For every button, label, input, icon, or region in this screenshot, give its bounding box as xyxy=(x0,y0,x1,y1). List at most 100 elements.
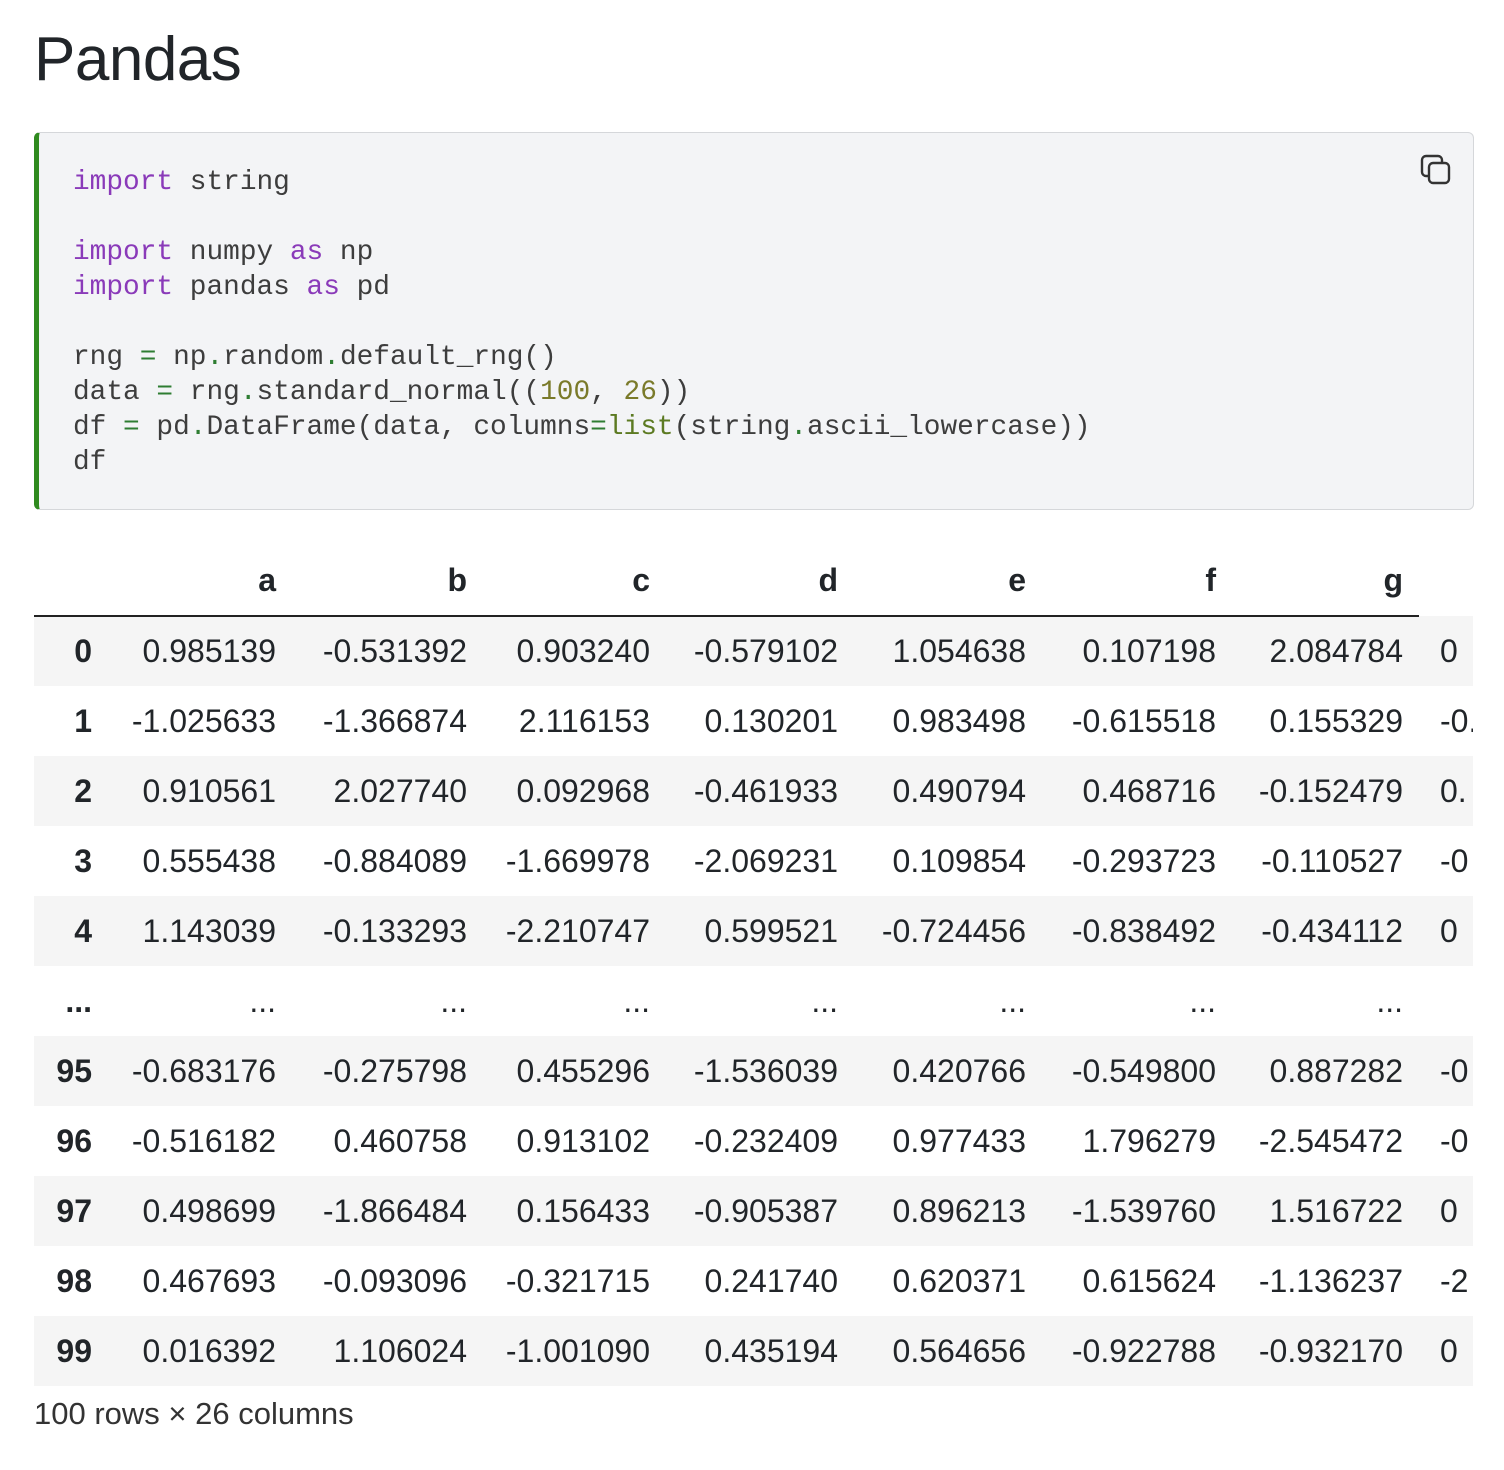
code: import string import numpy as np import pa… xyxy=(39,133,1473,480)
table-cell: 1.106024 xyxy=(333,1332,467,1369)
table-cell: ... xyxy=(999,982,1026,1019)
table-cell: 0.468716 xyxy=(1082,772,1216,809)
table-cell: -0.152479 xyxy=(1258,772,1403,809)
code-line xyxy=(73,305,1473,340)
code-line: data = rng.standard_normal((100, 26)) xyxy=(73,375,1473,410)
table-cell: -0.884089 xyxy=(322,842,467,879)
code-token: = xyxy=(123,412,140,443)
code-token: as xyxy=(306,272,340,303)
table-row: 97 0.498699 -1.866484 0.156433 -0.905387 0.89… xyxy=(34,1176,1473,1246)
table-cell: 0.490794 xyxy=(892,772,1026,809)
table-cell: 0.887282 xyxy=(1269,1052,1403,1089)
column-header: c xyxy=(483,545,666,617)
code-token: import xyxy=(73,237,174,268)
row-index: 98 xyxy=(56,1262,92,1299)
code-token: np xyxy=(156,342,207,373)
code-token: pd xyxy=(339,272,390,303)
table-cell: ... xyxy=(249,982,276,1019)
table-cell: -2.210747 xyxy=(505,912,650,949)
table-cell: -0.932170 xyxy=(1258,1332,1403,1369)
code-token: import xyxy=(73,272,174,303)
table-row: 99 0.016392 1.106024 -1.001090 0.435194 0.564… xyxy=(34,1316,1473,1386)
table-cell: -0.093096 xyxy=(322,1262,467,1299)
copy-button[interactable] xyxy=(1419,153,1453,187)
code-token: string xyxy=(173,167,290,198)
column-header: d xyxy=(666,545,854,617)
code-line: df = pd.DataFrame(data, columns=list(str… xyxy=(73,410,1473,445)
table-cell: ... xyxy=(440,982,467,1019)
table-cell: 0.109854 xyxy=(892,842,1026,879)
table-cell: -0.321715 xyxy=(505,1262,650,1299)
table-footer: 100 rows × 26 columns xyxy=(34,1396,354,1431)
code-token: ascii_lowercase)) xyxy=(807,412,1091,443)
code-token: = xyxy=(590,412,607,443)
code-token: numpy xyxy=(173,237,290,268)
table-cell: -0. xyxy=(1440,702,1473,739)
table-row: 96 -0.516182 0.460758 0.913102 -0.232409 0.97… xyxy=(34,1106,1473,1176)
table-cell: 1.796279 xyxy=(1082,1122,1216,1159)
code-token: . xyxy=(206,342,224,373)
table-cell: 0.130201 xyxy=(704,702,838,739)
code-token: (string xyxy=(673,412,791,443)
table-cell: 1.143039 xyxy=(142,912,276,949)
row-index: 95 xyxy=(56,1052,92,1089)
column-header: g xyxy=(1232,545,1419,617)
row-index: 96 xyxy=(56,1122,92,1159)
table-cell: 0.903240 xyxy=(516,633,650,669)
code-token: . xyxy=(790,412,808,443)
table-cell: 0. xyxy=(1440,772,1467,809)
code-line: df xyxy=(73,445,1473,480)
table-cell: 0.910561 xyxy=(142,772,276,809)
page-title: Pandas xyxy=(34,25,242,94)
table-cell: -1.136237 xyxy=(1258,1262,1403,1299)
code-token: 100 xyxy=(540,377,591,408)
code-token: . xyxy=(239,377,257,408)
table-cell: 0.498699 xyxy=(142,1192,276,1229)
table-cell: -1.001090 xyxy=(505,1332,650,1369)
table-cell: 1.054638 xyxy=(892,633,1026,669)
table-cell: -0.275798 xyxy=(322,1052,467,1089)
table-cell: -0.724456 xyxy=(881,912,1026,949)
code-token: . xyxy=(323,342,340,373)
table-row: 98 0.467693 -0.093096 -0.321715 0.241740 0.62… xyxy=(34,1246,1473,1316)
table-cell: -1.539760 xyxy=(1071,1192,1216,1229)
table-cell: 0.896213 xyxy=(892,1192,1026,1229)
table-cell: 0.107198 xyxy=(1082,633,1216,669)
code-token: rng xyxy=(73,342,140,373)
code-token: random xyxy=(223,342,324,373)
table-cell: ... xyxy=(1376,982,1403,1019)
table-cell: -0.615518 xyxy=(1071,702,1216,739)
table-cell: 0.564656 xyxy=(892,1332,1026,1369)
table-cell: 0.913102 xyxy=(516,1122,650,1159)
table-cell: 0.977433 xyxy=(892,1122,1026,1159)
table-cell: 0.420766 xyxy=(892,1052,1026,1089)
row-index: 3 xyxy=(74,842,92,879)
table-cell: -0.531392 xyxy=(322,633,467,669)
table-row: 0 0.985139 -0.531392 0.903240 -0.579102 1.054… xyxy=(34,616,1473,686)
row-index: 0 xyxy=(74,633,92,669)
table-cell: 2.116153 xyxy=(518,702,650,739)
table-cell: 0.016392 xyxy=(142,1332,276,1369)
table-cell: -1.025633 xyxy=(131,702,276,739)
table-cell: -0.461933 xyxy=(693,772,838,809)
code-token: 26 xyxy=(623,377,657,408)
code-line: import numpy as np xyxy=(73,235,1473,270)
table-cell: -0.110527 xyxy=(1261,842,1403,879)
table-cell: 0.460758 xyxy=(333,1122,467,1159)
code-line: import pandas as pd xyxy=(73,270,1473,305)
code-line: import string xyxy=(73,165,1473,200)
table-row: 4 1.143039 -0.133293 -2.210747 0.599521 -0.72… xyxy=(34,896,1473,966)
table-cell: -2.069231 xyxy=(693,842,838,879)
table-cell: 1.516722 xyxy=(1269,1192,1403,1229)
code-token: list xyxy=(606,412,674,443)
table-cell: -0.293723 xyxy=(1071,842,1216,879)
column-header: e xyxy=(854,545,1042,617)
table-cell: -0 xyxy=(1440,1122,1469,1159)
table-cell: -0.838492 xyxy=(1071,912,1216,949)
code-token: as xyxy=(289,237,324,268)
code-token: pandas xyxy=(173,272,307,303)
